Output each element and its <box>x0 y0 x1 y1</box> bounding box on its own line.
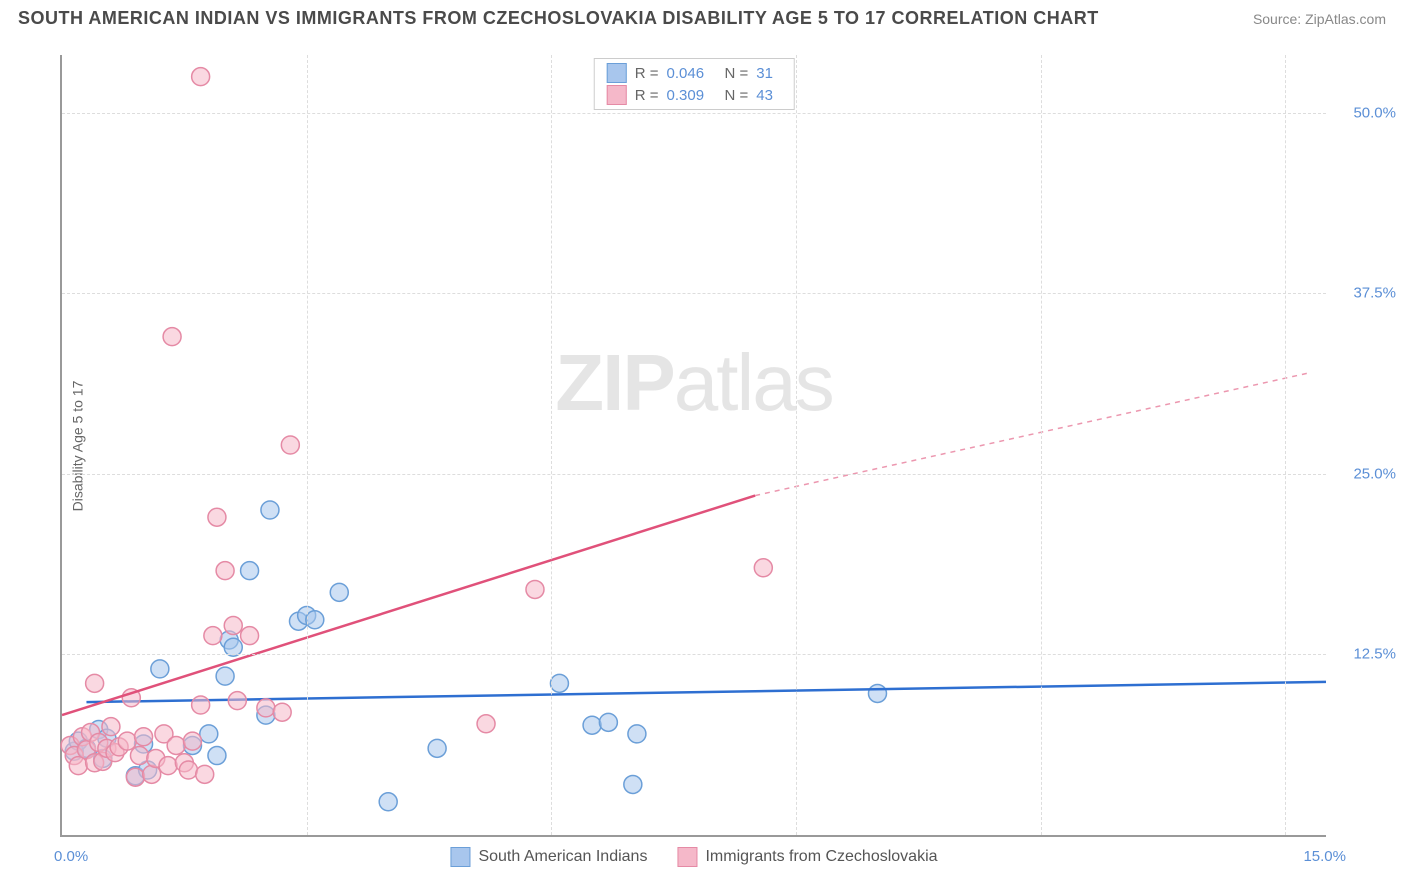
data-point <box>208 508 226 526</box>
chart-header: SOUTH AMERICAN INDIAN VS IMMIGRANTS FROM… <box>0 0 1406 37</box>
data-point <box>130 747 148 765</box>
data-point <box>261 501 279 519</box>
trend-line <box>86 682 1326 702</box>
legend-n-value: 31 <box>756 65 781 82</box>
data-point <box>159 757 177 775</box>
data-point <box>224 617 242 635</box>
data-point <box>135 728 153 746</box>
x-tick-label-min: 0.0% <box>54 848 88 865</box>
legend-swatch <box>607 85 627 105</box>
data-point <box>196 765 214 783</box>
legend-stat-row: R = 0.309 N = 43 <box>607 84 782 106</box>
legend-r-value: 0.309 <box>667 87 717 104</box>
data-point <box>228 692 246 710</box>
data-point <box>167 736 185 754</box>
chart-title: SOUTH AMERICAN INDIAN VS IMMIGRANTS FROM… <box>18 8 1099 29</box>
data-point <box>281 436 299 454</box>
gridline-h <box>62 113 1326 114</box>
legend-n-value: 43 <box>756 87 781 104</box>
legend-series-item: South American Indians <box>450 847 647 867</box>
data-point <box>330 583 348 601</box>
data-point <box>379 793 397 811</box>
gridline-v <box>307 55 308 835</box>
legend-stats: R = 0.046 N = 31 R = 0.309 N = 43 <box>594 58 795 110</box>
legend-n-label: N = <box>725 87 749 104</box>
data-point <box>143 765 161 783</box>
data-point <box>126 768 144 786</box>
data-point <box>583 716 601 734</box>
legend-stat-row: R = 0.046 N = 31 <box>607 62 782 84</box>
scatter-svg <box>62 55 1326 835</box>
y-tick-label: 25.0% <box>1353 465 1396 482</box>
data-point <box>208 747 226 765</box>
gridline-h <box>62 654 1326 655</box>
plot-area: ZIPatlas R =0.046N =31R =0.309N =43 Sout… <box>60 55 1326 837</box>
data-point <box>526 580 544 598</box>
data-point <box>183 732 201 750</box>
legend-series: South American Indians Immigrants from Cz… <box>450 847 937 867</box>
legend-series-item: Immigrants from Czechoslovakia <box>677 847 937 867</box>
data-point <box>118 732 136 750</box>
legend-n-label: N = <box>725 65 749 82</box>
gridline-h <box>62 293 1326 294</box>
legend-r-label: R = <box>635 65 659 82</box>
y-tick-label: 12.5% <box>1353 646 1396 663</box>
data-point <box>241 627 259 645</box>
data-point <box>200 725 218 743</box>
y-tick-label: 37.5% <box>1353 285 1396 302</box>
data-point <box>257 699 275 717</box>
trend-line-extrapolated <box>755 373 1310 496</box>
data-point <box>179 761 197 779</box>
data-point <box>204 627 222 645</box>
legend-series-label: South American Indians <box>478 848 647 866</box>
legend-r-value: 0.046 <box>667 65 717 82</box>
data-point <box>151 660 169 678</box>
legend-swatch <box>677 847 697 867</box>
data-point <box>624 775 642 793</box>
data-point <box>273 703 291 721</box>
data-point <box>550 674 568 692</box>
data-point <box>599 713 617 731</box>
data-point <box>628 725 646 743</box>
legend-swatch <box>450 847 470 867</box>
gridline-h <box>62 474 1326 475</box>
data-point <box>192 696 210 714</box>
x-tick-label-max: 15.0% <box>1303 848 1346 865</box>
legend-swatch <box>607 63 627 83</box>
data-point <box>428 739 446 757</box>
data-point <box>192 68 210 86</box>
data-point <box>477 715 495 733</box>
gridline-v <box>796 55 797 835</box>
data-point <box>216 667 234 685</box>
chart-container: Disability Age 5 to 17 ZIPatlas R =0.046… <box>40 55 1326 837</box>
legend-series-label: Immigrants from Czechoslovakia <box>705 848 937 866</box>
data-point <box>306 611 324 629</box>
data-point <box>69 757 87 775</box>
data-point <box>216 562 234 580</box>
gridline-v <box>1285 55 1286 835</box>
data-point <box>86 674 104 692</box>
y-tick-label: 50.0% <box>1353 104 1396 121</box>
gridline-v <box>551 55 552 835</box>
trend-line <box>62 496 755 716</box>
legend-r-label: R = <box>635 87 659 104</box>
data-point <box>241 562 259 580</box>
chart-source: Source: ZipAtlas.com <box>1253 11 1386 27</box>
data-point <box>102 718 120 736</box>
data-point <box>868 684 886 702</box>
gridline-v <box>1041 55 1042 835</box>
data-point <box>163 328 181 346</box>
data-point <box>754 559 772 577</box>
